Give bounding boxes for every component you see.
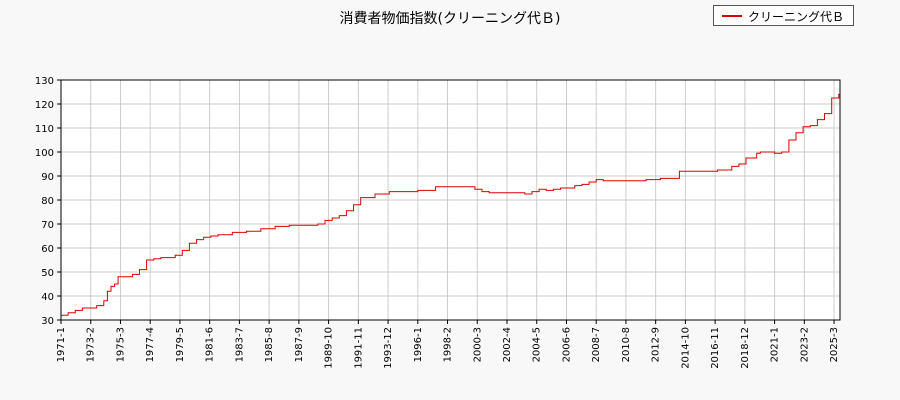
y-axis-ticks: 30 40 50 60 70 80 90 100 110 120 130 (35, 76, 61, 327)
x-tick-label: 2002-4 (502, 327, 513, 362)
legend-label: クリーニング代Ｂ (748, 10, 845, 24)
x-tick-label: 2006-6 (561, 327, 572, 362)
y-tick-label: 90 (41, 172, 54, 183)
series-line (61, 93, 840, 316)
grid (61, 80, 840, 320)
x-tick-label: 2008-7 (591, 327, 602, 362)
x-tick-label: 2004-5 (532, 327, 543, 362)
x-tick-label: 1981-6 (205, 327, 216, 362)
chart-title: 消費者物価指数(クリーニング代Ｂ) (340, 11, 561, 27)
x-tick-label: 1991-11 (353, 327, 364, 369)
y-tick-label: 130 (35, 76, 54, 87)
x-tick-label: 1983-7 (234, 327, 245, 362)
x-tick-label: 1985-8 (264, 327, 275, 362)
x-tick-label: 1993-12 (383, 327, 394, 369)
y-tick-label: 80 (41, 196, 54, 207)
x-tick-label: 1987-9 (294, 327, 305, 362)
x-tick-label: 1979-5 (175, 327, 186, 362)
x-tick-label: 1971-1 (56, 327, 67, 362)
x-tick-label: 2018-12 (740, 327, 751, 369)
legend-swatch (722, 15, 742, 17)
y-tick-label: 100 (35, 148, 54, 159)
x-tick-label: 1998-2 (443, 327, 454, 362)
x-tick-label: 1977-4 (145, 327, 156, 362)
legend: クリーニング代Ｂ (713, 5, 854, 26)
x-axis-ticks: 1971-1 1973-2 1975-3 1977-4 1979-5 1981-6 1983… (56, 320, 840, 369)
x-tick-label: 2012-9 (651, 327, 662, 362)
y-tick-label: 120 (35, 100, 54, 111)
y-tick-label: 60 (41, 244, 54, 255)
x-tick-label: 1975-3 (115, 327, 126, 362)
x-tick-label: 2023-2 (799, 327, 810, 362)
x-tick-label: 2014-10 (680, 327, 691, 369)
y-tick-label: 30 (41, 316, 54, 327)
x-tick-label: 1973-2 (86, 327, 97, 362)
x-tick-label: 2021-1 (770, 327, 781, 362)
y-tick-label: 40 (41, 292, 54, 303)
y-tick-label: 50 (41, 268, 54, 279)
x-tick-label: 2010-8 (621, 327, 632, 362)
x-tick-label: 2025-3 (829, 327, 840, 362)
y-tick-label: 110 (35, 124, 54, 135)
x-tick-label: 2016-11 (710, 327, 721, 369)
x-tick-label: 1996-1 (413, 327, 424, 362)
y-tick-label: 70 (41, 220, 54, 231)
x-tick-label: 1989-10 (324, 327, 335, 369)
x-tick-label: 2000-3 (472, 327, 483, 362)
series-layer (61, 93, 840, 316)
